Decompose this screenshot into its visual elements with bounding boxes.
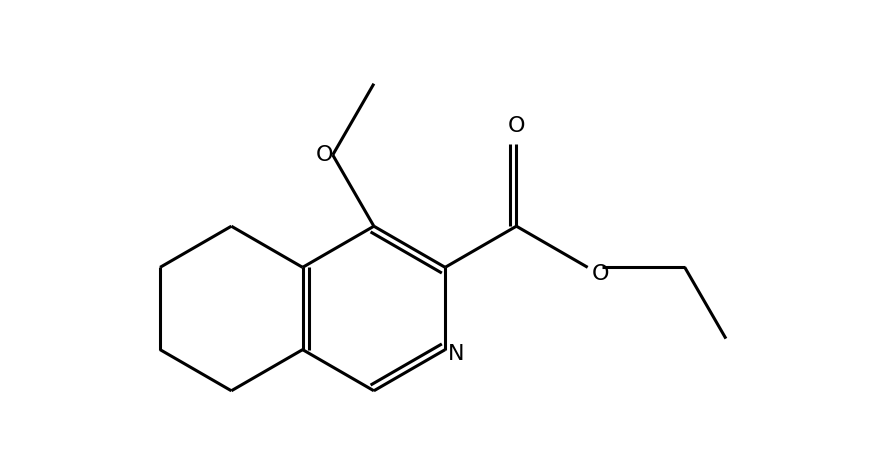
Text: O: O	[591, 264, 609, 284]
Text: N: N	[447, 344, 464, 364]
Text: O: O	[315, 145, 333, 165]
Text: O: O	[508, 116, 525, 136]
